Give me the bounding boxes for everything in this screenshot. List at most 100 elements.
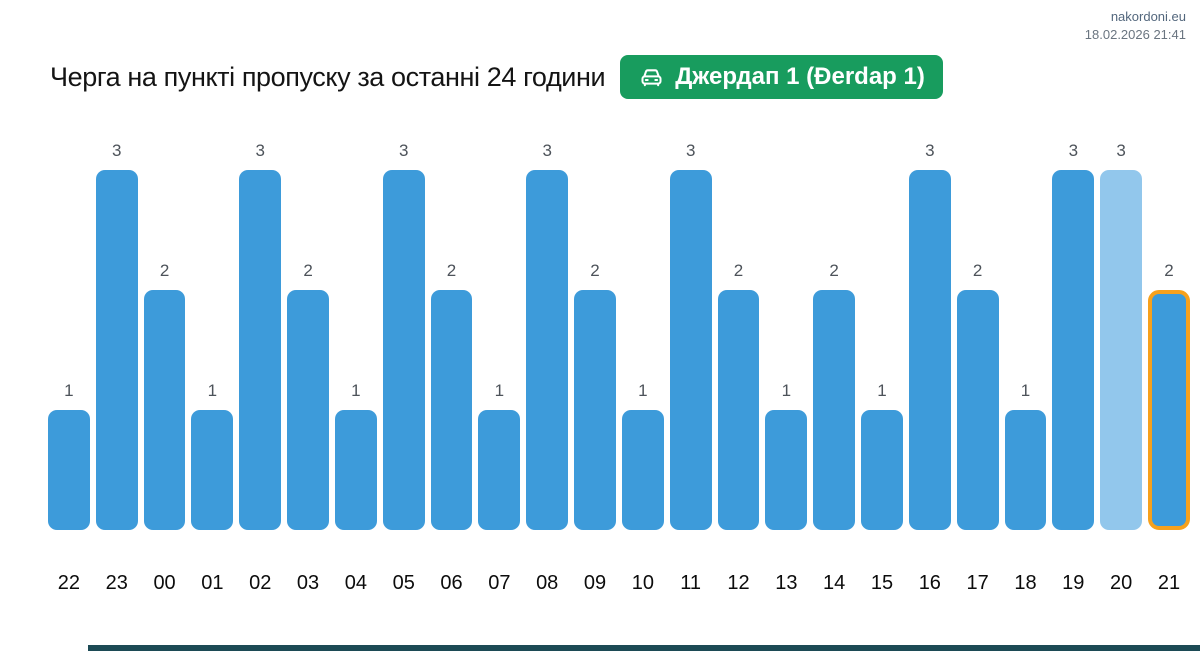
- bar-column: 1 04: [334, 140, 377, 595]
- bar-column: 3 02: [239, 140, 282, 595]
- bar-column: 2 12: [717, 140, 760, 595]
- bar[interactable]: [1052, 170, 1095, 530]
- bar-hour-label: 02: [249, 572, 272, 594]
- bar-hour-label: 03: [296, 572, 320, 594]
- footer-strip: [88, 645, 1200, 651]
- bar[interactable]: [143, 290, 186, 530]
- bar[interactable]: [1004, 410, 1047, 530]
- bar-column: 2 00: [143, 140, 186, 595]
- bar-value-label: 2: [303, 261, 313, 280]
- bar-column: 3 20: [1100, 140, 1143, 595]
- bar[interactable]: [956, 290, 999, 530]
- bar-hour-label: 10: [631, 572, 654, 594]
- bar-column: 1 10: [621, 140, 664, 595]
- bar[interactable]: [908, 170, 951, 530]
- bar-value-label: 3: [112, 141, 122, 160]
- crossing-badge-label: Джердап 1 (Đerdap 1): [675, 63, 925, 90]
- bar[interactable]: [191, 410, 234, 530]
- bar-hour-label: 20: [1110, 572, 1133, 594]
- bar-value-label: 2: [733, 261, 744, 280]
- bar-value-label: 3: [255, 141, 265, 160]
- bar-hour-label: 12: [727, 572, 750, 594]
- bar[interactable]: [861, 410, 903, 530]
- bar-column: 2 03: [287, 140, 329, 595]
- bar-column: 3 16: [908, 140, 951, 595]
- bar-value-label: 3: [685, 141, 696, 160]
- bar-hour-label: 23: [105, 572, 128, 594]
- bar-hour-label: 21: [1157, 572, 1181, 594]
- bar-column: 3 05: [382, 140, 425, 595]
- bar-column: 2 17: [956, 140, 999, 595]
- bar-column: 1 18: [1004, 140, 1047, 595]
- bar[interactable]: [526, 170, 569, 530]
- bar[interactable]: [621, 410, 664, 530]
- bar[interactable]: [669, 170, 712, 530]
- bar[interactable]: [334, 410, 377, 530]
- bar-value-label: 1: [64, 381, 74, 400]
- bar[interactable]: [574, 290, 616, 530]
- bar[interactable]: [717, 290, 760, 530]
- bar-column: 3 23: [95, 140, 138, 595]
- car-icon: [638, 64, 665, 91]
- bar-column: 1 01: [191, 140, 234, 595]
- bar-column: 2 06: [430, 140, 473, 595]
- bar-chart: 1 22 3 23 2 00 1 01 3 02 2 03 1 04 3 05 2 06 1 07 3 08 2 09 1 10 3…: [48, 140, 1190, 595]
- page-title: Черга на пункті пропуску за останні 24 г…: [50, 61, 606, 92]
- site-link[interactable]: nakordoni.eu: [1110, 9, 1186, 24]
- bar-column: 1 13: [765, 140, 808, 595]
- bar-value-label: 3: [1068, 141, 1079, 160]
- bar-hour-label: 22: [57, 572, 81, 594]
- bar-value-label: 2: [590, 261, 600, 280]
- bar-hour-label: 06: [440, 572, 463, 594]
- crossing-badge[interactable]: Джердап 1 (Đerdap 1): [620, 55, 943, 99]
- bar-column: 2 09: [574, 140, 616, 595]
- bar[interactable]: [430, 290, 473, 530]
- bar-hour-label: 16: [918, 572, 941, 594]
- bar-value-label: 2: [159, 261, 170, 280]
- bar-value-label: 1: [494, 381, 505, 400]
- header-meta: nakordoni.eu 18.02.2026 21:41: [1085, 8, 1186, 43]
- bar-hour-label: 09: [583, 572, 607, 594]
- bar-value-label: 2: [972, 261, 983, 280]
- bar[interactable]: [382, 170, 425, 530]
- timestamp: 18.02.2026 21:41: [1084, 26, 1186, 42]
- bar-column: 1 07: [478, 140, 521, 595]
- bar-hour-label: 00: [153, 572, 176, 594]
- bar-column: 3 11: [669, 140, 712, 595]
- bar[interactable]: [1148, 290, 1190, 530]
- bar[interactable]: [813, 290, 856, 530]
- bar-hour-label: 11: [680, 572, 702, 594]
- bar-column: 1 22: [48, 140, 90, 595]
- bar[interactable]: [95, 170, 138, 530]
- bar[interactable]: [1100, 170, 1143, 530]
- bar-value-label: 1: [1020, 381, 1031, 400]
- bar-column: 3 08: [526, 140, 569, 595]
- bar-hour-label: 13: [775, 572, 798, 594]
- bar[interactable]: [478, 410, 521, 530]
- bar[interactable]: [239, 170, 282, 530]
- bar-value-label: 1: [351, 381, 361, 400]
- bar[interactable]: [765, 410, 808, 530]
- bar-value-label: 1: [638, 381, 648, 400]
- bar-hour-label: 15: [870, 572, 894, 594]
- bar-value-label: 3: [925, 141, 935, 160]
- bar-hour-label: 01: [201, 572, 224, 594]
- bar-value-label: 1: [781, 381, 792, 400]
- bar-hour-label: 08: [536, 572, 559, 594]
- bar-column: 2 14: [813, 140, 856, 595]
- bar[interactable]: [287, 290, 329, 530]
- bar-value-label: 3: [1116, 141, 1126, 160]
- bar[interactable]: [48, 410, 90, 530]
- bar-value-label: 2: [829, 261, 839, 280]
- bar-value-label: 1: [207, 381, 218, 400]
- bar-hour-label: 05: [392, 572, 415, 594]
- title-row: Черга на пункті пропуску за останні 24 г…: [50, 55, 1160, 99]
- bar-value-label: 3: [398, 141, 409, 160]
- bar-column: 1 15: [861, 140, 903, 595]
- bar-value-label: 2: [446, 261, 457, 280]
- bar-column: 3 19: [1052, 140, 1095, 595]
- bar-hour-label: 07: [488, 572, 511, 594]
- bar-hour-label: 04: [344, 572, 367, 594]
- bar-hour-label: 17: [966, 572, 989, 594]
